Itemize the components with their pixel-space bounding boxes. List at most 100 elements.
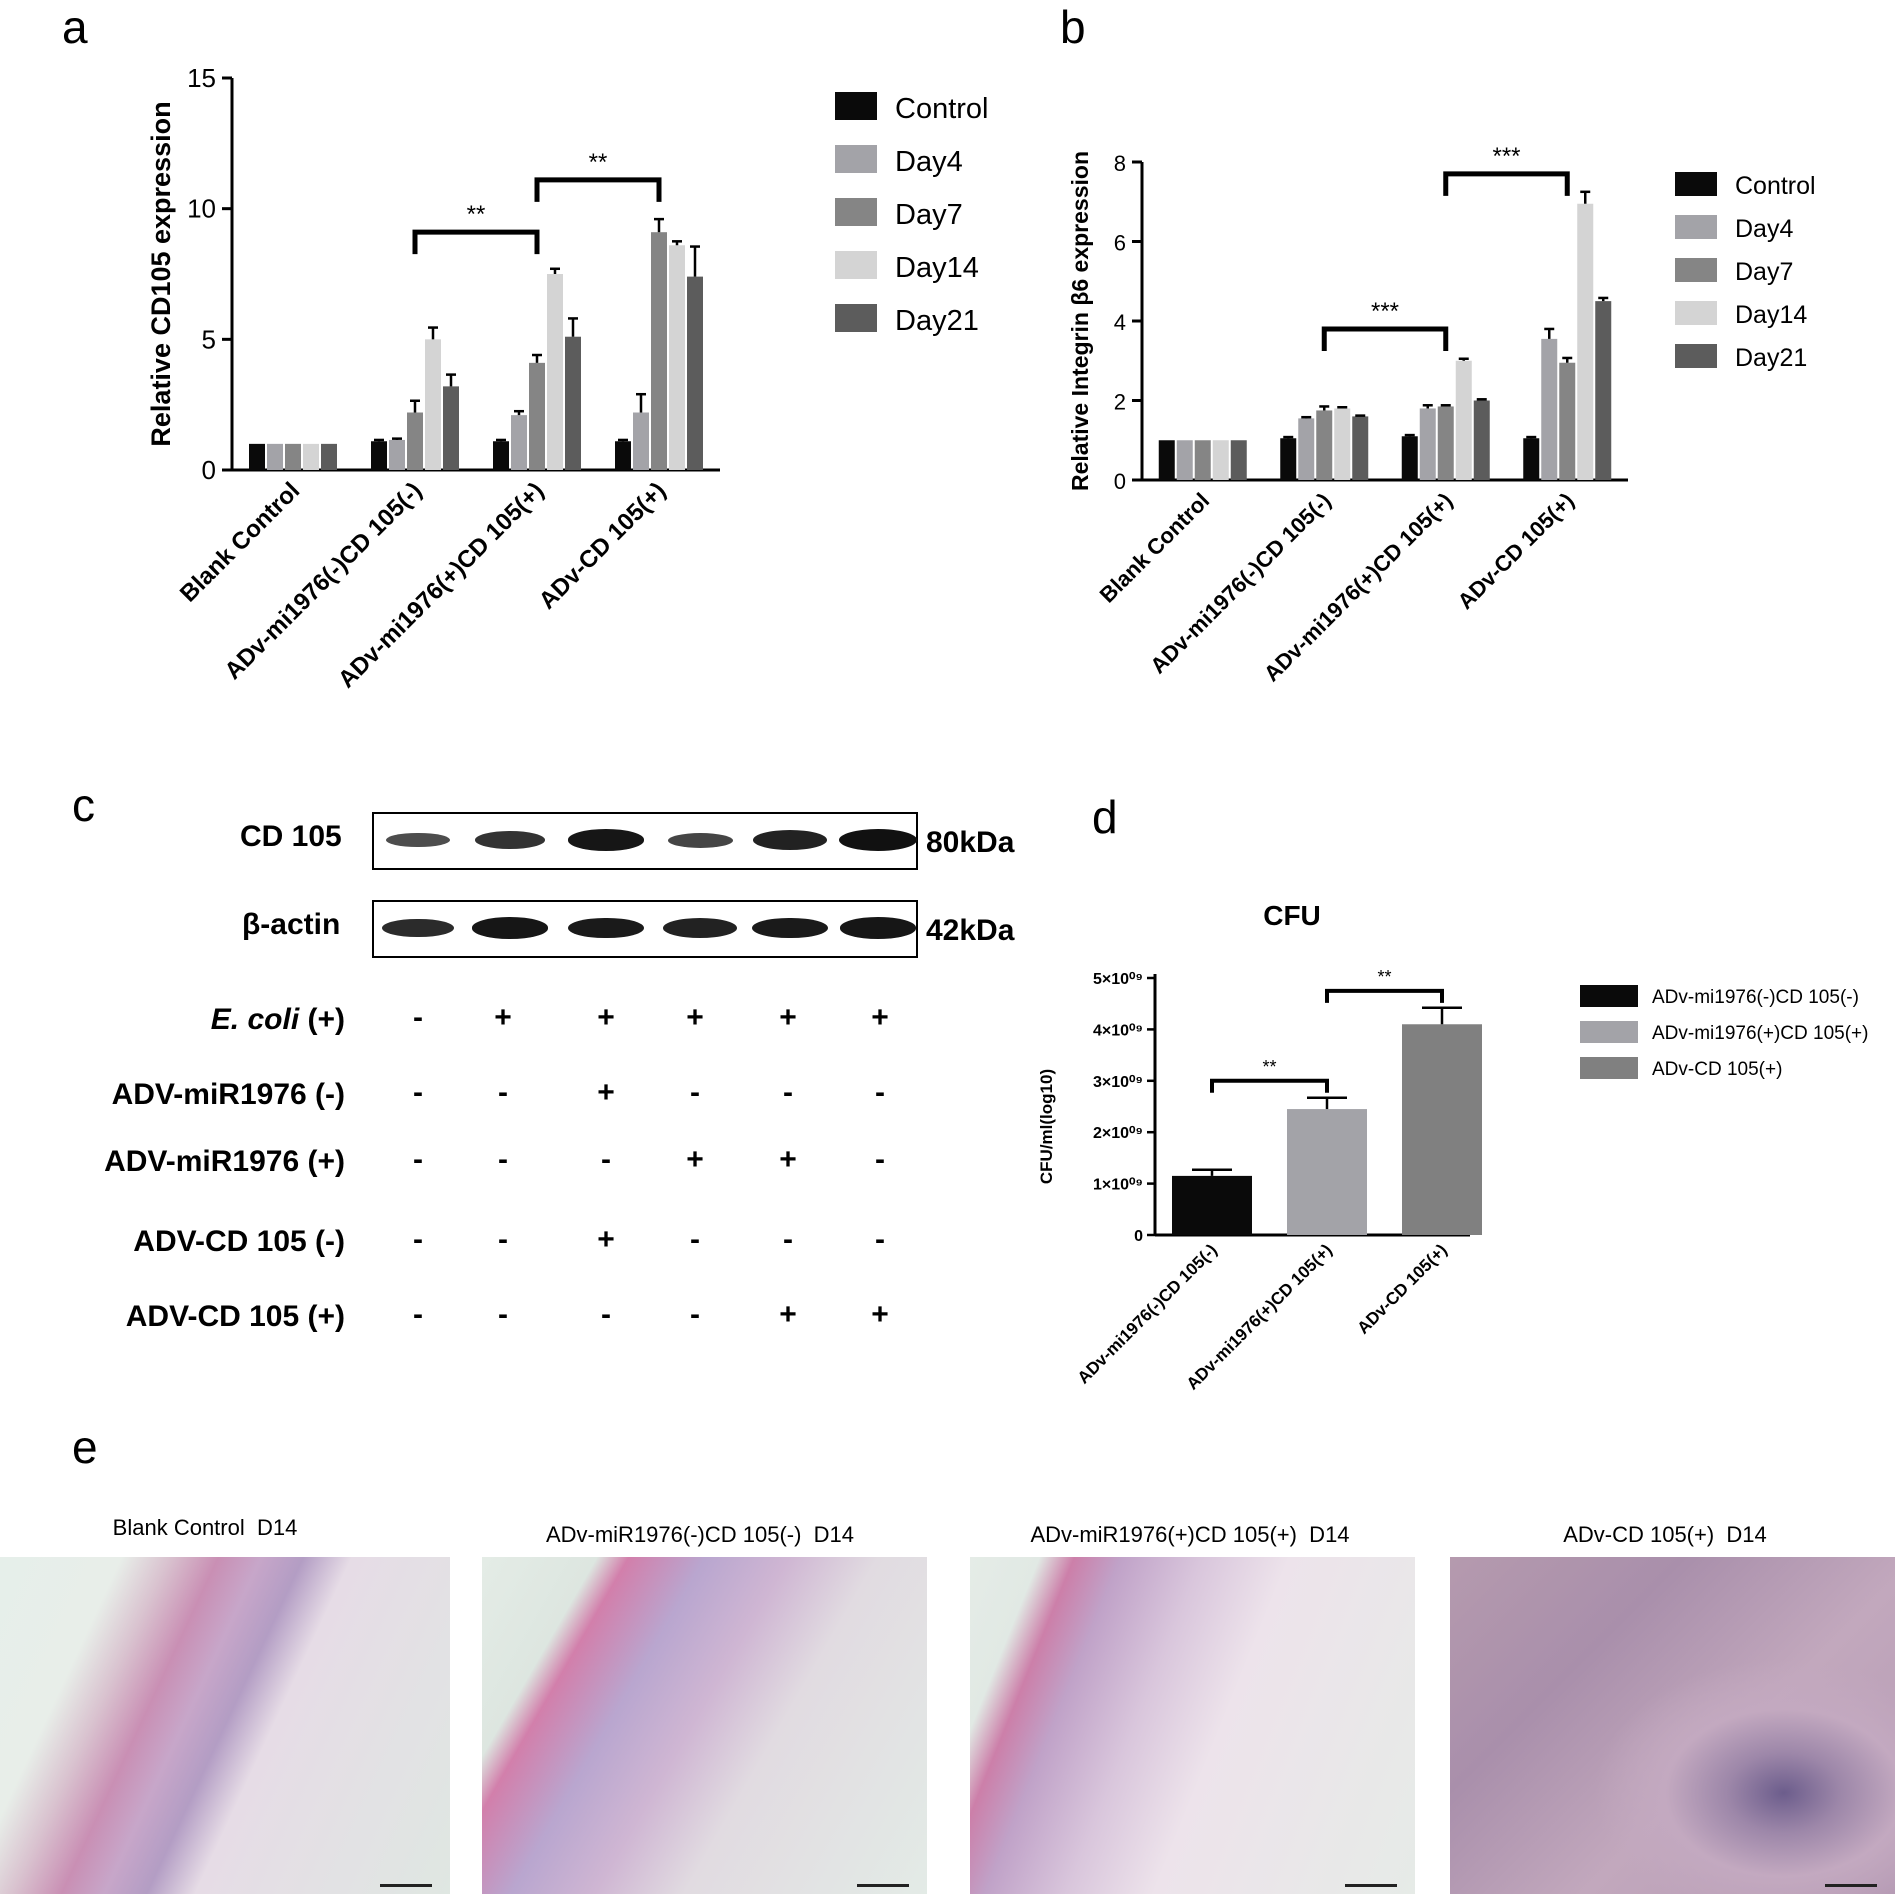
- y-tick-label: 5: [202, 324, 216, 354]
- histology-image: [482, 1557, 927, 1894]
- histology-title: ADv-miR1976(-)CD 105(-) D14: [545, 1522, 855, 1547]
- legend-label: ADv-CD 105(+): [1652, 1059, 1782, 1080]
- condition-label: ADV-CD 105 (-): [133, 1225, 345, 1258]
- y-tick-label: 0: [202, 455, 216, 485]
- legend-swatch: [835, 198, 877, 226]
- blot-band: [382, 918, 454, 938]
- y-tick-label: 2×10⁰⁹: [1093, 1125, 1143, 1142]
- plus-sign: +: [686, 1001, 704, 1034]
- legend-swatch: [835, 304, 877, 332]
- legend-label: Day21: [1735, 344, 1807, 372]
- chart-panel-d: CFU 0 1×10⁰⁹ 2×10⁰⁹ 3×10⁰⁹ 4×10⁰⁹ 5×10⁰⁹ CFU/ml…: [1037, 900, 1868, 1393]
- y-tick-label: 0: [1114, 469, 1126, 494]
- significance-bracket: [1210, 1078, 1329, 1093]
- histology-image: [970, 1557, 1415, 1894]
- minus-sign: -: [875, 1143, 885, 1176]
- y-tick-label: 10: [187, 194, 216, 224]
- bar: [493, 441, 509, 470]
- bar: [371, 441, 387, 470]
- y-axis-label: Relative Integrin β6 expression: [1067, 151, 1093, 491]
- bar: [1523, 438, 1540, 480]
- scale-bar: [1825, 1884, 1877, 1887]
- chart-panel-b: 0 2 4 6 8 Relative Integrin β6 expressionBlan…: [1067, 143, 1816, 686]
- legend-swatch: [1675, 215, 1717, 239]
- bar: [1402, 1024, 1482, 1235]
- legend-label: Day14: [1735, 301, 1807, 329]
- bar: [1455, 360, 1472, 480]
- legend-label: Day7: [895, 199, 963, 231]
- histology-title: Blank Control D14: [112, 1515, 298, 1540]
- bar: [249, 443, 265, 470]
- plus-sign: +: [871, 1001, 889, 1034]
- y-axis-label: CFU/ml(log10): [1037, 1069, 1056, 1184]
- blot-membrane: [372, 812, 918, 870]
- y-axis-label: Relative CD105 expression: [146, 101, 176, 446]
- blot-size-label: 80kDa: [926, 826, 1015, 859]
- blot-band: [471, 917, 549, 939]
- scale-bar: [857, 1884, 909, 1887]
- bar: [1298, 418, 1315, 480]
- bar: [1541, 338, 1558, 480]
- bar: [1334, 408, 1351, 480]
- panel-letter-c: c: [72, 779, 95, 831]
- panel-letter-e: e: [72, 1421, 98, 1473]
- bar: [529, 362, 545, 470]
- significance-label: ***: [1492, 143, 1520, 170]
- significance-bracket: [1325, 988, 1444, 1003]
- minus-sign: -: [875, 1076, 885, 1109]
- minus-sign: -: [413, 1076, 423, 1109]
- scale-bar: [380, 1884, 432, 1887]
- bar: [1172, 1175, 1252, 1235]
- bar: [1287, 1109, 1367, 1235]
- legend-swatch: [1675, 258, 1717, 282]
- minus-sign: -: [413, 1001, 423, 1034]
- chart-panel-a: 0 5 10 15 Relative CD105 expression Blank Con…: [146, 63, 989, 693]
- panel-letter-a: a: [62, 1, 88, 53]
- blot-band: [752, 830, 828, 850]
- legend-swatch: [1580, 1021, 1638, 1043]
- significance-bracket: [1443, 171, 1570, 196]
- y-tick-label: 15: [187, 63, 216, 93]
- legend-label: Day4: [895, 146, 963, 178]
- bar: [1559, 362, 1576, 480]
- condition-label: ADV-miR1976 (-): [111, 1078, 345, 1111]
- blot-band: [568, 917, 644, 939]
- bar: [547, 274, 563, 470]
- legend-swatch: [1580, 1057, 1638, 1079]
- bar: [1158, 440, 1175, 480]
- plus-sign: +: [686, 1143, 704, 1176]
- y-tick-label: 4×10⁰⁹: [1093, 1022, 1143, 1039]
- bar: [1595, 301, 1612, 480]
- plus-sign: +: [779, 1143, 797, 1176]
- legend-swatch: [1675, 301, 1717, 325]
- bar: [651, 232, 667, 470]
- condition-label: E. coli (+): [210, 1003, 345, 1036]
- y-tick-label: 5×10⁰⁹: [1093, 971, 1143, 988]
- y-tick-label: 6: [1114, 231, 1126, 256]
- bar: [389, 439, 405, 470]
- category-label: ADv-mi1976(+)CD 105(+): [333, 477, 549, 693]
- minus-sign: -: [690, 1298, 700, 1331]
- plus-sign: +: [597, 1001, 615, 1034]
- minus-sign: -: [413, 1223, 423, 1256]
- plus-sign: +: [597, 1076, 615, 1109]
- condition-label: ADV-CD 105 (+): [125, 1300, 345, 1333]
- legend-swatch: [835, 92, 877, 120]
- legend-swatch: [835, 145, 877, 173]
- minus-sign: -: [413, 1143, 423, 1176]
- bar: [1176, 440, 1193, 480]
- blot-protein-label: CD 105: [240, 820, 342, 853]
- y-tick-label: 4: [1114, 310, 1126, 335]
- plus-sign: +: [871, 1298, 889, 1331]
- category-label: ADv-mi1976(-)CD 105(-): [220, 477, 428, 685]
- significance-bracket: [412, 229, 540, 255]
- bar: [1230, 440, 1247, 480]
- bar: [1280, 438, 1297, 480]
- category-label: ADv-CD 105(+): [534, 477, 671, 614]
- legend-swatch: [1675, 344, 1717, 368]
- category-label: Blank Control: [1095, 488, 1215, 608]
- minus-sign: -: [498, 1076, 508, 1109]
- bar: [321, 443, 337, 470]
- bar: [669, 245, 685, 470]
- y-tick-label: 8: [1114, 151, 1126, 176]
